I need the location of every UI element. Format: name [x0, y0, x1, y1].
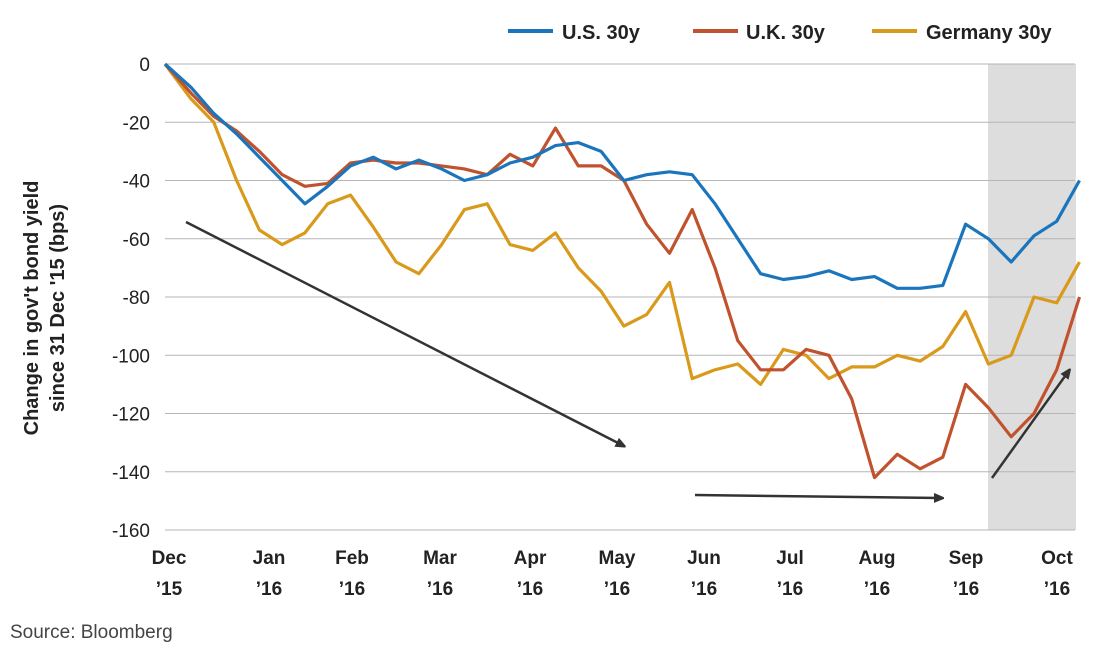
- y-tick-label: -100: [112, 346, 150, 367]
- x-axis-ticks: Dec ’15 Jan ’16 Feb ’16 Mar ’16 Apr ’16 May ’16 Jun ’…: [152, 548, 1074, 600]
- legend-label-us: U.S. 30y: [562, 22, 641, 44]
- x-tick-year: ’16: [517, 579, 543, 600]
- x-tick-month: Sep: [949, 548, 984, 569]
- y-tick-label: 0: [139, 55, 150, 76]
- source-note: Source: Bloomberg: [10, 622, 173, 643]
- y-tick-label: -160: [112, 521, 150, 542]
- legend-label-de: Germany 30y: [926, 22, 1053, 44]
- series-lines: [163, 62, 1082, 480]
- x-tick-year: ’16: [691, 579, 717, 600]
- x-tick-month: Jun: [687, 548, 721, 569]
- x-tick-year: ’16: [777, 579, 803, 600]
- y-axis-ticks: 0 -20 -40 -60 -80 -100 -120 -140 -160: [112, 55, 150, 542]
- y-tick-label: -120: [112, 405, 150, 426]
- x-tick-year: ’16: [604, 579, 630, 600]
- x-tick-month: Aug: [859, 548, 896, 569]
- x-tick-year: ’16: [864, 579, 890, 600]
- series-line-u-k-30y: [163, 62, 1082, 480]
- gridlines: [165, 63, 1075, 531]
- x-tick-year: ’15: [156, 579, 183, 600]
- y-axis-label: Change in gov't bond yield since 31 Dec '…: [21, 181, 69, 436]
- x-tick-year: ’16: [339, 579, 365, 600]
- y-tick-label: -80: [123, 288, 150, 309]
- x-tick-year: ’16: [1044, 579, 1070, 600]
- x-tick-month: Jul: [776, 548, 803, 569]
- x-tick-year: ’16: [256, 579, 282, 600]
- series-line-germany-30y: [163, 63, 1081, 386]
- series-line-u-s-30y: [163, 62, 1081, 290]
- y-tick-label: -140: [112, 463, 150, 484]
- x-tick-month: Oct: [1041, 548, 1073, 569]
- x-tick-month: Feb: [335, 548, 369, 569]
- x-tick-year: ’16: [953, 579, 979, 600]
- x-tick-month: Jan: [253, 548, 286, 569]
- x-tick-month: Mar: [423, 548, 457, 569]
- x-tick-month: Dec: [152, 548, 187, 569]
- x-tick-year: ’16: [427, 579, 453, 600]
- y-tick-label: -20: [123, 113, 150, 134]
- y-tick-label: -40: [123, 172, 150, 193]
- trend-arrow-down: [185, 220, 622, 445]
- x-tick-month: May: [599, 548, 636, 569]
- y-tick-label: -60: [123, 230, 150, 251]
- legend: U.S. 30y U.K. 30y Germany 30y: [508, 22, 1053, 44]
- x-tick-month: Apr: [514, 548, 547, 569]
- legend-label-uk: U.K. 30y: [746, 22, 826, 44]
- trend-arrow-flat: [694, 495, 940, 498]
- trend-arrow-up: [990, 372, 1068, 479]
